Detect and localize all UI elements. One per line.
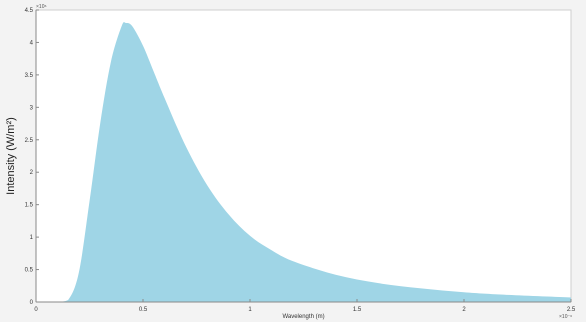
y-tick-label: 3.5 — [25, 73, 34, 79]
x-tick-label: 0 — [34, 307, 38, 313]
y-tick-label: 1.5 — [25, 203, 34, 209]
y-axis-exponent: ×10⁶ — [36, 4, 47, 10]
y-tick-label: 4.5 — [25, 8, 34, 14]
y-axis-ticks: 0 0.5 1 1.5 2 2.5 3 3.5 4 4.5 — [25, 8, 39, 306]
x-tick-label: 0.5 — [139, 307, 148, 313]
y-tick-label: 0 — [30, 300, 34, 306]
y-tick-label: 4 — [30, 40, 34, 46]
y-tick-label: 2 — [30, 170, 34, 176]
x-tick-label: 2.5 — [567, 307, 576, 313]
y-tick-label: 3 — [30, 105, 34, 111]
x-axis-label: Wavelength (m) — [282, 314, 324, 320]
x-tick-label: 1.5 — [353, 307, 362, 313]
x-axis-ticks: 0 0.5 1 1.5 2 2.5 — [34, 299, 576, 313]
y-tick-label: 2.5 — [25, 138, 34, 144]
x-axis-exponent: ×10⁻⁶ — [559, 314, 572, 320]
y-axis-label: Intensity (W/m²) — [5, 117, 17, 195]
x-tick-label: 1 — [248, 307, 252, 313]
y-tick-label: 0.5 — [25, 268, 34, 274]
series-area-fill — [36, 22, 571, 302]
y-tick-label: 1 — [30, 235, 34, 241]
x-tick-label: 2 — [462, 307, 466, 313]
